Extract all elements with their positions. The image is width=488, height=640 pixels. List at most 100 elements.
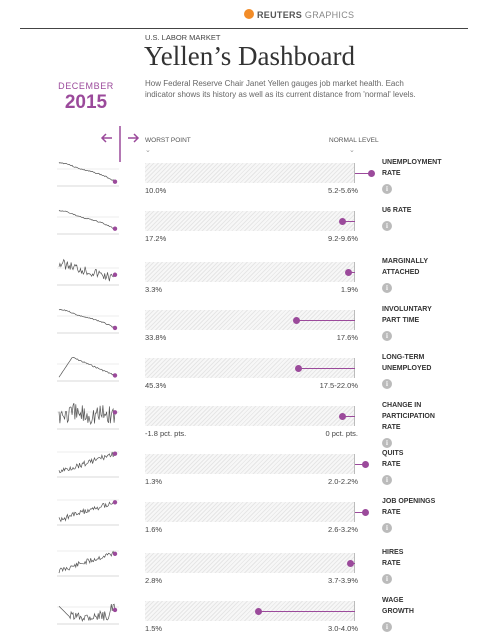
sparkline [57, 162, 119, 187]
worst-value: 2.8% [145, 576, 163, 585]
current-value-dot [347, 560, 355, 567]
indicator-track [145, 163, 355, 183]
indicator-label-line: INVOLUNTARY [382, 306, 432, 313]
normal-value: 17.6% [336, 333, 358, 342]
sparkline-series [58, 258, 116, 282]
sparkline-current-dot [112, 500, 118, 505]
indicator-label-line: GROWTH [382, 608, 414, 615]
indicator-label-line: RATE [382, 424, 401, 431]
indicator-label: LONG-TERM UNEMPLOYED [382, 352, 452, 374]
sparkline [57, 357, 119, 382]
worst-value: 33.8% [145, 333, 167, 342]
current-value-dot [368, 170, 376, 177]
sparkline [57, 209, 119, 235]
current-value-dot [292, 317, 300, 324]
sparkline-current-dot [112, 410, 118, 415]
sparkline-series [58, 603, 116, 623]
worst-value: 1.6% [145, 525, 163, 534]
distance-connector [342, 221, 355, 222]
sparkline-series [58, 209, 116, 230]
indicator-track [145, 454, 355, 474]
indicator-label: MARGINALLY ATTACHED [382, 256, 452, 278]
distance-connector [355, 173, 372, 174]
sparkline-series [58, 402, 116, 425]
indicator-label-line: UNEMPLOYMENT [382, 159, 442, 166]
indicator-label-line: QUITS [382, 450, 404, 457]
indicator-label-line: U6 RATE [382, 207, 412, 214]
info-icon[interactable]: i [382, 475, 392, 485]
sparkline [57, 499, 119, 526]
sparkline-current-dot [112, 451, 118, 456]
sparkline [57, 402, 119, 430]
sparkline [57, 258, 119, 286]
indicator-track [145, 553, 355, 573]
indicator-label-line: PARTICIPATION [382, 413, 435, 420]
indicator-label-line: PART TIME [382, 317, 420, 324]
current-value-dot [345, 269, 353, 276]
normal-value: 5.2-5.6% [327, 186, 358, 195]
indicator-label: JOB OPENINGS RATE [382, 496, 452, 518]
current-value-dot [338, 218, 346, 225]
distance-connector [355, 512, 366, 513]
worst-value: 3.3% [145, 285, 163, 294]
sparkline-current-dot [112, 272, 118, 277]
indicator-track [145, 262, 355, 282]
arrow-right-icon [128, 133, 140, 143]
date-slider-handle[interactable] [98, 122, 142, 162]
indicator-label-line: RATE [382, 461, 401, 468]
normal-level-header: NORMAL LEVEL [329, 137, 379, 144]
info-icon[interactable]: i [382, 184, 392, 194]
sparkline-series [58, 451, 116, 474]
normal-value: 17.5-22.0% [319, 381, 358, 390]
worst-point-header: WORST POINT [145, 137, 191, 144]
indicator-label-line: CHANGE IN [382, 402, 422, 409]
indicator-label: INVOLUNTARY PART TIME [382, 304, 452, 326]
normal-value: 3.0-4.0% [327, 624, 358, 633]
info-icon[interactable]: i [382, 283, 392, 293]
sparkline-current-dot [112, 607, 118, 613]
reuters-logo-icon [244, 9, 254, 19]
sparkline [57, 309, 119, 334]
indicator-label-line: JOB OPENINGS [382, 498, 436, 505]
indicator-label-line: RATE [382, 170, 401, 177]
normal-value: 0 pct. pts. [325, 429, 358, 438]
info-icon[interactable]: i [382, 331, 392, 341]
worst-value: 1.5% [145, 624, 163, 633]
normal-value: 2.6-3.2% [327, 525, 358, 534]
normal-value: 2.0-2.2% [327, 477, 358, 486]
info-icon[interactable]: i [382, 221, 392, 231]
worst-value: 10.0% [145, 186, 167, 195]
distance-connector [342, 416, 355, 417]
info-icon[interactable]: i [382, 523, 392, 533]
indicator-label: QUITS RATE [382, 448, 452, 470]
page-title: Yellen’s Dashboard [144, 41, 355, 71]
sparkline [57, 451, 119, 478]
sparkline-current-dot [112, 551, 118, 557]
worst-value: 45.3% [145, 381, 167, 390]
indicator-label: WAGE GROWTH [382, 595, 452, 617]
date-year: 2015 [64, 92, 108, 113]
indicator-track [145, 406, 355, 426]
indicator-track [145, 502, 355, 522]
worst-value: 1.3% [145, 477, 163, 486]
indicator-label-line: LONG-TERM [382, 354, 425, 361]
worst-value: -1.8 pct. pts. [145, 429, 187, 438]
distance-connector [258, 611, 355, 612]
info-icon[interactable]: i [382, 574, 392, 584]
current-value-dot [362, 509, 369, 516]
distance-connector [355, 464, 366, 465]
indicator-label-line: MARGINALLY [382, 258, 429, 265]
sparkline-current-dot [112, 325, 118, 331]
date-month: DECEMBER [58, 81, 114, 91]
sparkline-series [58, 501, 116, 523]
info-icon[interactable]: i [382, 622, 392, 632]
brand-suffix: GRAPHICS [304, 10, 355, 20]
sparkline-series [58, 162, 116, 182]
indicator-label-line: ATTACHED [382, 269, 420, 276]
indicator-label-line: WAGE [382, 597, 404, 604]
brand: REUTERS GRAPHICS [244, 9, 354, 20]
indicator-label-line: RATE [382, 560, 401, 567]
sparkline-current-dot [112, 179, 118, 184]
info-icon[interactable]: i [382, 438, 392, 448]
info-icon[interactable]: i [382, 379, 392, 389]
